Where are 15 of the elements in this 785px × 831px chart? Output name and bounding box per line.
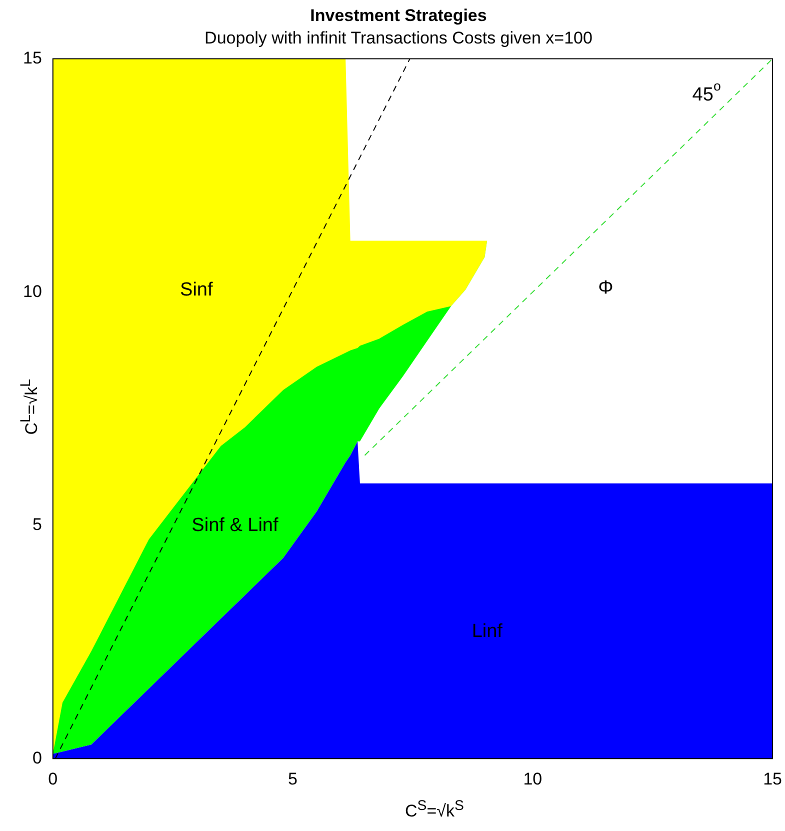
- x-tick-label: 10: [523, 769, 542, 788]
- y-tick-label: 15: [22, 48, 42, 68]
- x-tick-label: 15: [763, 769, 782, 788]
- x-axis-title: C$^{S}$=√k$^{S}$: [404, 798, 465, 822]
- chart-subtitle: Duopoly with infinit Transactions Costs given x=100: [204, 28, 592, 48]
- y-tick-label: 10: [22, 282, 42, 301]
- x-tick-label: 5: [288, 769, 298, 788]
- series-label: Φ: [598, 277, 614, 298]
- series-label: Linf: [472, 620, 504, 642]
- chart-title: Investment Strategies: [310, 6, 487, 25]
- x-tick-label: 0: [48, 769, 58, 788]
- y-tick-label: 0: [32, 748, 42, 768]
- series-label: Sinf: [180, 280, 214, 301]
- y-tick-label: 5: [32, 515, 42, 534]
- series-label: Sinf & Linf: [192, 514, 279, 536]
